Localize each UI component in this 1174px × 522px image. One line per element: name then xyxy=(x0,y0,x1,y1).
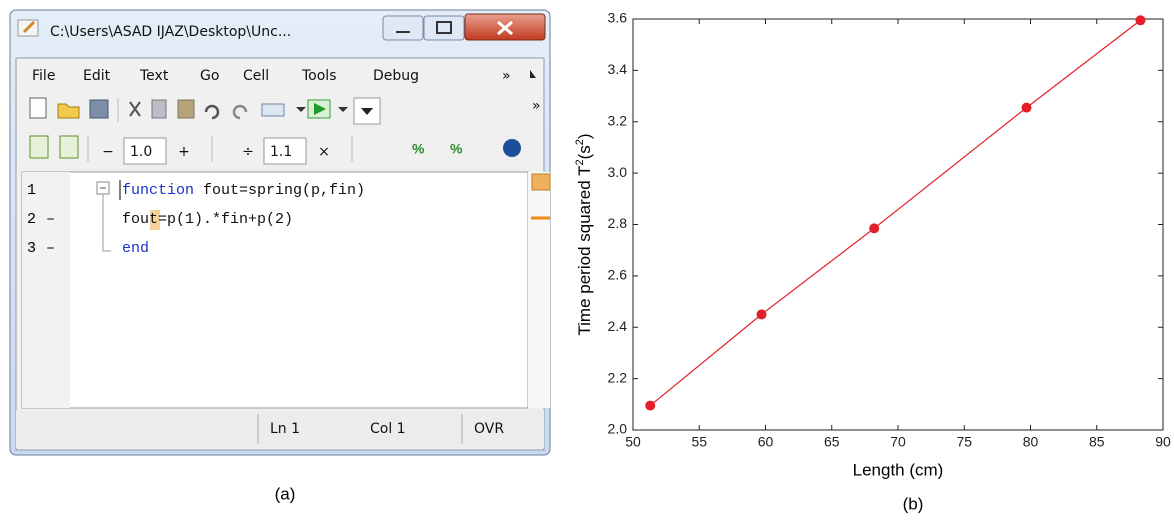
code-line: end xyxy=(122,240,149,257)
menu-item[interactable]: Cell xyxy=(243,68,269,84)
status-column: Col 1 xyxy=(370,421,406,437)
cell-symbol[interactable]: ÷ xyxy=(242,144,254,160)
status-line: Ln 1 xyxy=(270,421,300,437)
x-tick-label: 70 xyxy=(890,434,906,450)
y-tick-label: 2.2 xyxy=(608,369,628,385)
data-point xyxy=(869,223,879,233)
y-axis-label: Time period squared T2(s2) xyxy=(574,133,594,335)
menu-item[interactable]: Text xyxy=(139,68,169,84)
help-icon[interactable] xyxy=(503,139,521,157)
maximize-button[interactable] xyxy=(424,16,464,40)
insert-cell-icon[interactable] xyxy=(30,136,48,158)
y-axis-label-part: ) xyxy=(575,133,594,139)
line-number: 3 xyxy=(27,240,36,257)
analyzer-status xyxy=(532,174,550,190)
paste-icon[interactable] xyxy=(178,100,194,118)
y-tick-label: 2.6 xyxy=(608,267,628,283)
y-tick-label: 2.8 xyxy=(608,215,628,231)
figure: C:\Users\ASAD IJAZ\Desktop\Unc... File Ed… xyxy=(0,0,1174,517)
data-point xyxy=(1135,15,1145,25)
y-axis-label-part: (s xyxy=(575,145,594,159)
code-token: end xyxy=(122,240,149,257)
y-tick-label: 3.2 xyxy=(608,112,628,128)
line-number: 1 xyxy=(27,182,36,199)
window-title: C:\Users\ASAD IJAZ\Desktop\Unc... xyxy=(50,24,291,40)
x-tick-label: 85 xyxy=(1089,434,1105,450)
breakpoint-marker: – xyxy=(46,211,55,228)
x-tick-label: 75 xyxy=(956,434,972,450)
breakpoint-marker: – xyxy=(46,240,55,257)
x-tick-label: 90 xyxy=(1155,434,1171,450)
y-tick-label: 3.0 xyxy=(608,164,628,180)
code-line: fout=p(1).*fin+p(2) xyxy=(122,211,293,228)
menu-item[interactable]: Debug xyxy=(373,68,419,84)
minimize-button[interactable] xyxy=(383,16,423,40)
code-token: function xyxy=(122,182,194,199)
new-icon[interactable] xyxy=(30,98,46,118)
y-tick-label: 2.4 xyxy=(608,318,628,334)
cell-op[interactable]: × xyxy=(318,144,330,160)
toolbar-overflow[interactable]: » xyxy=(532,98,541,114)
x-axis-label: Length (cm) xyxy=(853,460,944,479)
x-tick-label: 50 xyxy=(625,434,641,450)
code-line: function fout=spring(p,fin) xyxy=(122,182,365,199)
plot-area xyxy=(633,19,1163,430)
uncomment-icon[interactable]: % xyxy=(450,141,463,157)
x-tick-label: 65 xyxy=(824,434,840,450)
caption: (a) xyxy=(275,484,296,503)
menu-item[interactable]: File xyxy=(32,68,55,84)
line-gutter xyxy=(22,172,70,408)
y-tick-label: 3.6 xyxy=(608,10,628,26)
x-tick-label: 55 xyxy=(691,434,707,450)
cell-op[interactable]: + xyxy=(178,144,190,160)
line-number: 2 xyxy=(27,211,36,228)
caption: (b) xyxy=(903,494,924,513)
editor-pane xyxy=(22,172,528,408)
chart: 50 55 60 65 70 75 80 85 90 2.0 2.2 2.4 2.6 2.8 3.0 3.2 3… xyxy=(574,10,1171,514)
status-overwrite: OVR xyxy=(474,421,504,437)
y-tick-label: 2.0 xyxy=(608,421,628,437)
menu-item[interactable]: Edit xyxy=(83,68,111,84)
data-point xyxy=(1022,103,1032,113)
code-token: fout=p(1).*fin+p(2) xyxy=(122,211,293,228)
analyzer-bar xyxy=(528,172,550,408)
x-tick-label: 80 xyxy=(1023,434,1039,450)
cell-field-value[interactable]: 1.0 xyxy=(130,144,152,160)
menu-overflow[interactable]: » xyxy=(502,68,511,84)
y-axis-label-part: Time period squared T xyxy=(575,166,594,336)
cell-symbol[interactable]: − xyxy=(102,144,114,160)
menu-item[interactable]: Go xyxy=(200,68,219,84)
x-tick-label: 60 xyxy=(758,434,774,450)
save-icon[interactable] xyxy=(90,100,108,118)
cell-field-value[interactable]: 1.1 xyxy=(270,144,292,160)
data-point xyxy=(757,309,767,319)
print-icon[interactable] xyxy=(262,104,284,116)
eval-cell-icon[interactable] xyxy=(60,136,78,158)
data-point xyxy=(645,401,655,411)
menu-item[interactable]: Tools xyxy=(301,68,337,84)
y-tick-label: 3.4 xyxy=(608,61,628,77)
code-token: fout=spring(p,fin) xyxy=(194,182,365,199)
copy-icon[interactable] xyxy=(152,100,166,118)
comment-icon[interactable]: % xyxy=(412,141,425,157)
